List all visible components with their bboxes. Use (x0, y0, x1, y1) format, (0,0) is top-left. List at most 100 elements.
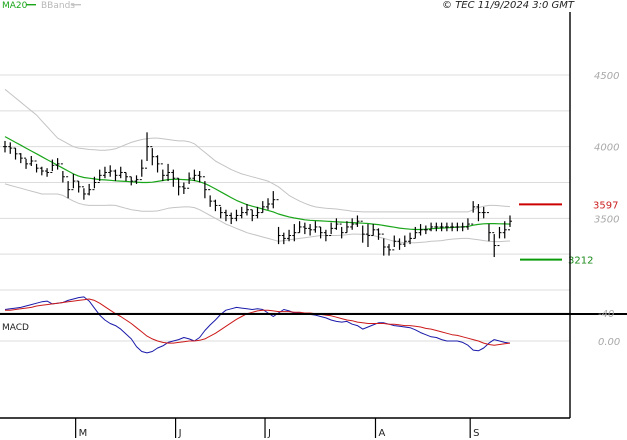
price-bar (281, 232, 286, 245)
price-bar (87, 183, 92, 196)
price-bar (176, 177, 181, 196)
price-bar (13, 147, 18, 160)
price-bar (508, 215, 512, 231)
price-bar (171, 169, 176, 187)
macd-tick-label: -40 (598, 309, 614, 320)
price-bar (365, 224, 370, 247)
price-bar (376, 228, 381, 240)
price-bar (418, 224, 423, 236)
price-levels: 3597 3212 (519, 200, 618, 267)
price-bar (471, 201, 476, 225)
price-bar (465, 218, 470, 230)
price-bar (45, 168, 50, 177)
price-bar (497, 226, 502, 247)
price-bar (97, 169, 102, 183)
price-bar (134, 175, 139, 184)
price-bar (234, 209, 239, 222)
macd-tick-label: 0.00 (598, 337, 620, 348)
price-bar (108, 165, 113, 177)
signal-line (5, 298, 511, 346)
price-bar (18, 153, 23, 164)
price-bar (313, 221, 318, 233)
legend-ma20: MA20 (2, 1, 28, 11)
price-bar (266, 198, 271, 210)
price-bar (239, 206, 244, 219)
price-bar (381, 233, 386, 256)
price-bar (287, 229, 292, 242)
price-bar (276, 199, 281, 245)
price-bar (371, 224, 376, 237)
price-bar (439, 222, 444, 232)
price-bar (260, 201, 265, 214)
chart-frame (0, 12, 627, 438)
price-bar (3, 140, 7, 153)
price-bar (355, 215, 360, 227)
price-bar (50, 159, 55, 173)
price-bar (344, 221, 349, 234)
price-bar (118, 166, 123, 179)
price-bar (318, 226, 323, 239)
price-bar (192, 169, 197, 182)
price-bar (55, 158, 60, 170)
price-bar (460, 222, 465, 232)
price-bar (255, 206, 260, 219)
y-tick-label: 4000 (594, 143, 619, 154)
price-bar (160, 163, 165, 182)
price-bar (450, 222, 455, 232)
price-bar (166, 163, 171, 182)
price-bar (92, 176, 97, 191)
price-bar (213, 199, 218, 212)
price-bar (434, 222, 439, 232)
x-tick-label: J (178, 428, 182, 439)
price-bar (229, 212, 234, 225)
bb-lower-line (4, 183, 511, 244)
price-bar (181, 182, 186, 194)
price-bar (297, 221, 302, 234)
price-bar (360, 220, 365, 243)
price-bar (323, 229, 328, 242)
copyright-text: © TEC 11/9/2024 3:0 GMT (442, 0, 575, 11)
price-bar (476, 204, 481, 222)
price-bar (202, 176, 207, 199)
price-bar (481, 206, 486, 219)
price-bar (66, 176, 71, 199)
price-bar (408, 232, 413, 245)
macd-line (4, 296, 511, 354)
price-bar (102, 166, 107, 179)
price-bar (187, 172, 192, 189)
price-bar (339, 223, 344, 239)
macd-title: MACD (2, 323, 29, 333)
bollinger-bands (4, 88, 511, 244)
price-bar (302, 222, 307, 235)
price-bar (334, 218, 339, 230)
price-bar (197, 171, 202, 183)
price-bar (350, 218, 355, 230)
price-bar (397, 238, 402, 250)
price-bar (502, 221, 507, 239)
price-bar (486, 212, 491, 242)
price-bar (208, 189, 213, 207)
price-bars (3, 132, 512, 258)
price-bar (60, 163, 65, 183)
price-bar (392, 235, 397, 251)
x-tick-label: M (79, 428, 88, 439)
price-bar (71, 173, 76, 191)
price-bar (413, 226, 418, 239)
level-label-support: 3212 (568, 256, 593, 267)
price-bar (8, 142, 13, 154)
y-tick-label: 4500 (594, 71, 619, 82)
price-bar (34, 160, 39, 173)
price-bar (402, 235, 407, 247)
level-label-resistance: 3597 (593, 200, 618, 211)
price-bar (455, 222, 460, 232)
price-bar (492, 232, 497, 258)
price-bar (218, 204, 223, 219)
x-tick-label: J (267, 428, 271, 439)
price-bar (423, 225, 428, 235)
price-bar (308, 224, 313, 236)
legend-bbands: BBands (41, 1, 75, 11)
price-bar (292, 224, 297, 242)
price-bar (76, 180, 81, 193)
